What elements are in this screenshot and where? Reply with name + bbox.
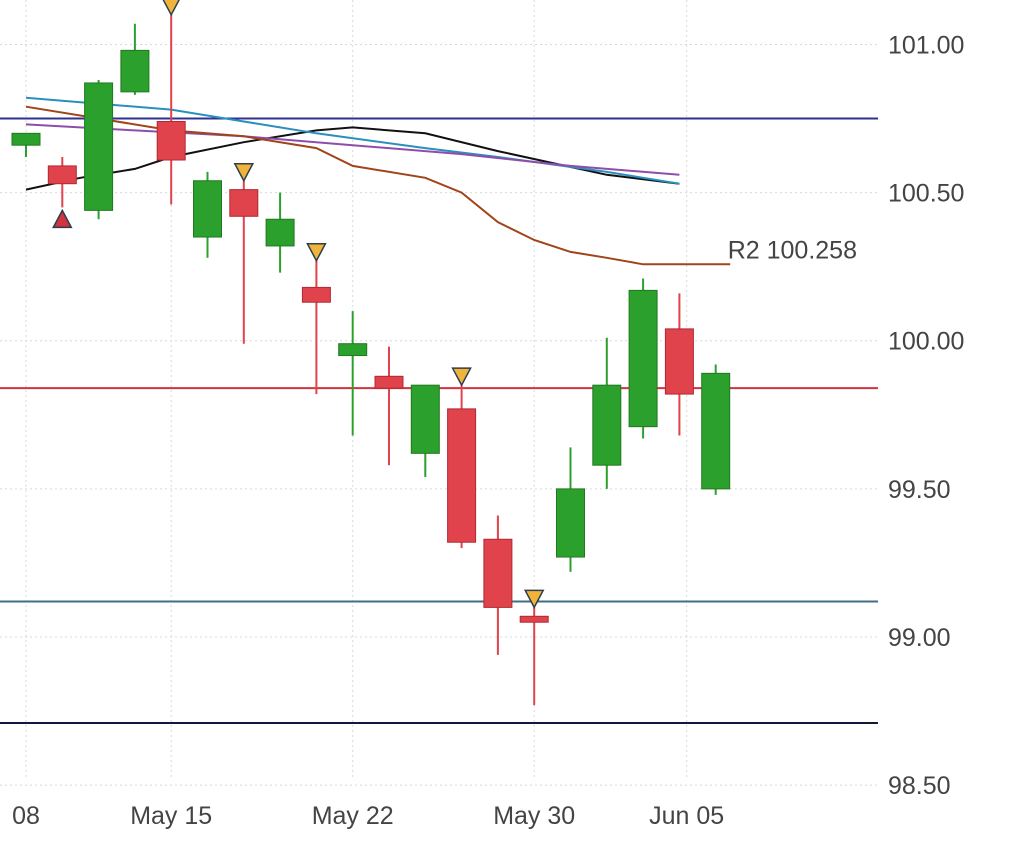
candle	[265, 192, 295, 273]
signal-markers	[52, 0, 545, 610]
y-tick-label: 101.00	[888, 31, 964, 59]
candle	[374, 346, 404, 466]
y-axis: 101.00 100.50 100.00 99.50 99.00 98.50	[888, 31, 964, 800]
y-tick-label: 100.00	[888, 328, 964, 356]
candle	[701, 364, 731, 495]
candle	[483, 515, 513, 655]
candle	[229, 180, 259, 344]
moving-average-line	[25, 96, 680, 185]
candle-body	[447, 408, 477, 543]
candle-body	[47, 165, 77, 185]
candle-body	[556, 488, 585, 558]
candle-body	[483, 538, 513, 608]
y-tick-label: 99.00	[888, 624, 951, 652]
signal-triangle-down	[451, 367, 472, 387]
candle	[47, 157, 77, 208]
candle	[120, 23, 150, 95]
candle-body	[664, 328, 694, 395]
candle-body	[11, 132, 41, 146]
candle	[156, 14, 186, 205]
candle	[592, 337, 622, 489]
candle-body	[628, 289, 658, 428]
signal-triangle-down	[162, 0, 180, 17]
y-tick-label: 98.50	[888, 772, 951, 800]
candle	[410, 384, 440, 478]
y-tick-label: 100.50	[888, 180, 964, 208]
candle-body	[84, 82, 114, 211]
candle-body	[410, 384, 440, 454]
candle-body	[519, 615, 549, 623]
candle-body	[156, 120, 186, 161]
signal-triangle-down	[306, 242, 327, 263]
signal-triangle-down	[233, 162, 255, 183]
signal-triangle-down	[523, 589, 545, 610]
candle-body	[701, 372, 731, 490]
candles	[11, 14, 731, 706]
x-tick-label: May 15	[130, 802, 212, 830]
candle-body	[338, 343, 368, 357]
candle	[338, 311, 368, 436]
candle	[664, 293, 694, 436]
moving-average-line	[25, 123, 680, 176]
candle	[556, 447, 585, 572]
y-tick-label: 99.50	[888, 476, 951, 504]
candle-body	[374, 375, 404, 389]
x-axis: 08 May 15 May 22 May 30 Jun 05	[12, 802, 724, 830]
x-tick-label: 08	[12, 802, 40, 830]
moving-average-line	[25, 105, 731, 266]
level-annotation-label: R2 100.258	[728, 236, 857, 264]
candle-body	[193, 180, 222, 238]
candle	[193, 171, 222, 258]
candle-body	[592, 384, 622, 466]
candle	[301, 260, 331, 395]
annotations: R2 100.258	[728, 236, 857, 264]
moving-averages	[25, 96, 731, 266]
x-tick-label: Jun 05	[649, 802, 724, 830]
horizontal-levels	[0, 117, 878, 724]
candle-body	[265, 218, 295, 247]
x-tick-label: May 30	[493, 802, 575, 830]
candle-body	[301, 286, 331, 303]
candle-body	[120, 49, 150, 93]
signal-triangle-up	[52, 208, 73, 229]
candle-body	[229, 189, 259, 217]
candle	[628, 278, 658, 439]
x-tick-label: May 22	[312, 802, 394, 830]
candle	[84, 80, 114, 220]
candle	[11, 132, 41, 158]
candle	[519, 607, 549, 706]
candle	[447, 385, 477, 549]
